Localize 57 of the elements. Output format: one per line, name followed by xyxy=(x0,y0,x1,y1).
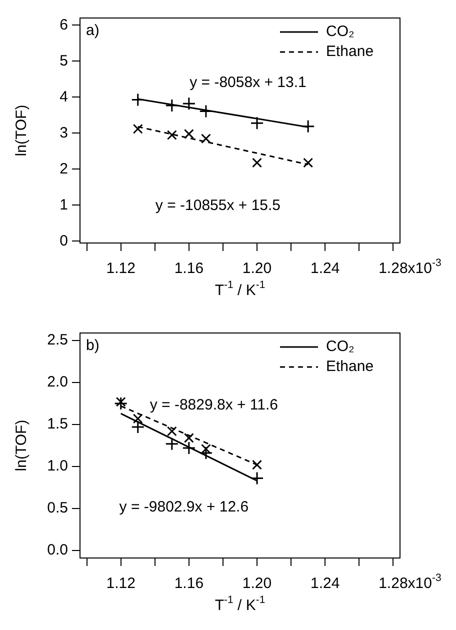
y-tick-label: 2.5 xyxy=(47,332,68,349)
point xyxy=(132,414,143,424)
point xyxy=(165,437,179,451)
annotation: y = -10855x + 15.5 xyxy=(155,196,281,214)
point xyxy=(250,116,264,130)
legend-label: Ethane xyxy=(326,358,374,376)
point xyxy=(184,128,194,139)
x-tick-label: 1.28 xyxy=(378,260,408,278)
y-tick-label: 3 xyxy=(60,124,68,142)
legend-label: CO₂ xyxy=(326,338,354,356)
point xyxy=(252,460,262,470)
x-tick-label: 1.16 xyxy=(174,575,204,592)
point xyxy=(131,92,145,106)
x-tick-label: 1.24 xyxy=(310,260,340,278)
point xyxy=(182,96,196,110)
point xyxy=(132,124,143,134)
point xyxy=(303,158,314,168)
point xyxy=(184,432,194,443)
point xyxy=(114,396,128,410)
point xyxy=(166,426,177,436)
point xyxy=(166,130,177,140)
y-tick-label: 1 xyxy=(60,196,68,214)
point xyxy=(199,446,213,460)
y-axis-title: ln(TOF) xyxy=(13,104,30,156)
x-tick-label: 1.20 xyxy=(242,260,272,278)
point xyxy=(182,441,196,455)
point xyxy=(301,120,315,134)
y-axis-title: ln(TOF) xyxy=(13,420,30,472)
x-tick-label: 1.16 xyxy=(174,260,204,278)
legend-label: Ethane xyxy=(326,43,374,60)
x-tick-label: 1.20 xyxy=(242,575,272,592)
x-tick-label: 1.28 xyxy=(378,575,408,592)
chart-title: a) xyxy=(86,22,100,40)
annotation: y = -9802.9x + 12.6 xyxy=(119,498,249,516)
y-tick-label: 1.0 xyxy=(47,458,68,475)
chart-title: b) xyxy=(86,337,100,354)
y-tick-label: 6 xyxy=(60,16,68,34)
x-tick-label: 1.12 xyxy=(106,260,136,278)
point xyxy=(200,134,211,144)
x-tick-label: 1.24 xyxy=(310,575,340,592)
annotation: y = -8058x + 13.1 xyxy=(190,74,306,92)
point xyxy=(165,98,179,112)
y-tick-label: 1.5 xyxy=(47,416,68,433)
y-tick-label: 2.0 xyxy=(47,374,68,391)
y-tick-label: 4 xyxy=(60,88,68,106)
point xyxy=(131,420,145,434)
legend-label: CO₂ xyxy=(326,23,354,40)
y-tick-label: 5 xyxy=(60,52,68,70)
y-tick-label: 2 xyxy=(60,160,68,178)
x-tick-label: 1.12 xyxy=(106,575,136,592)
point xyxy=(116,396,126,407)
y-tick-label: 0.5 xyxy=(47,500,68,517)
point xyxy=(199,104,213,118)
annotation: y = -8829.8x + 11.6 xyxy=(150,396,278,414)
y-tick-label: 0 xyxy=(60,232,68,250)
point xyxy=(252,158,262,168)
y-tick-label: 0.0 xyxy=(47,542,68,559)
